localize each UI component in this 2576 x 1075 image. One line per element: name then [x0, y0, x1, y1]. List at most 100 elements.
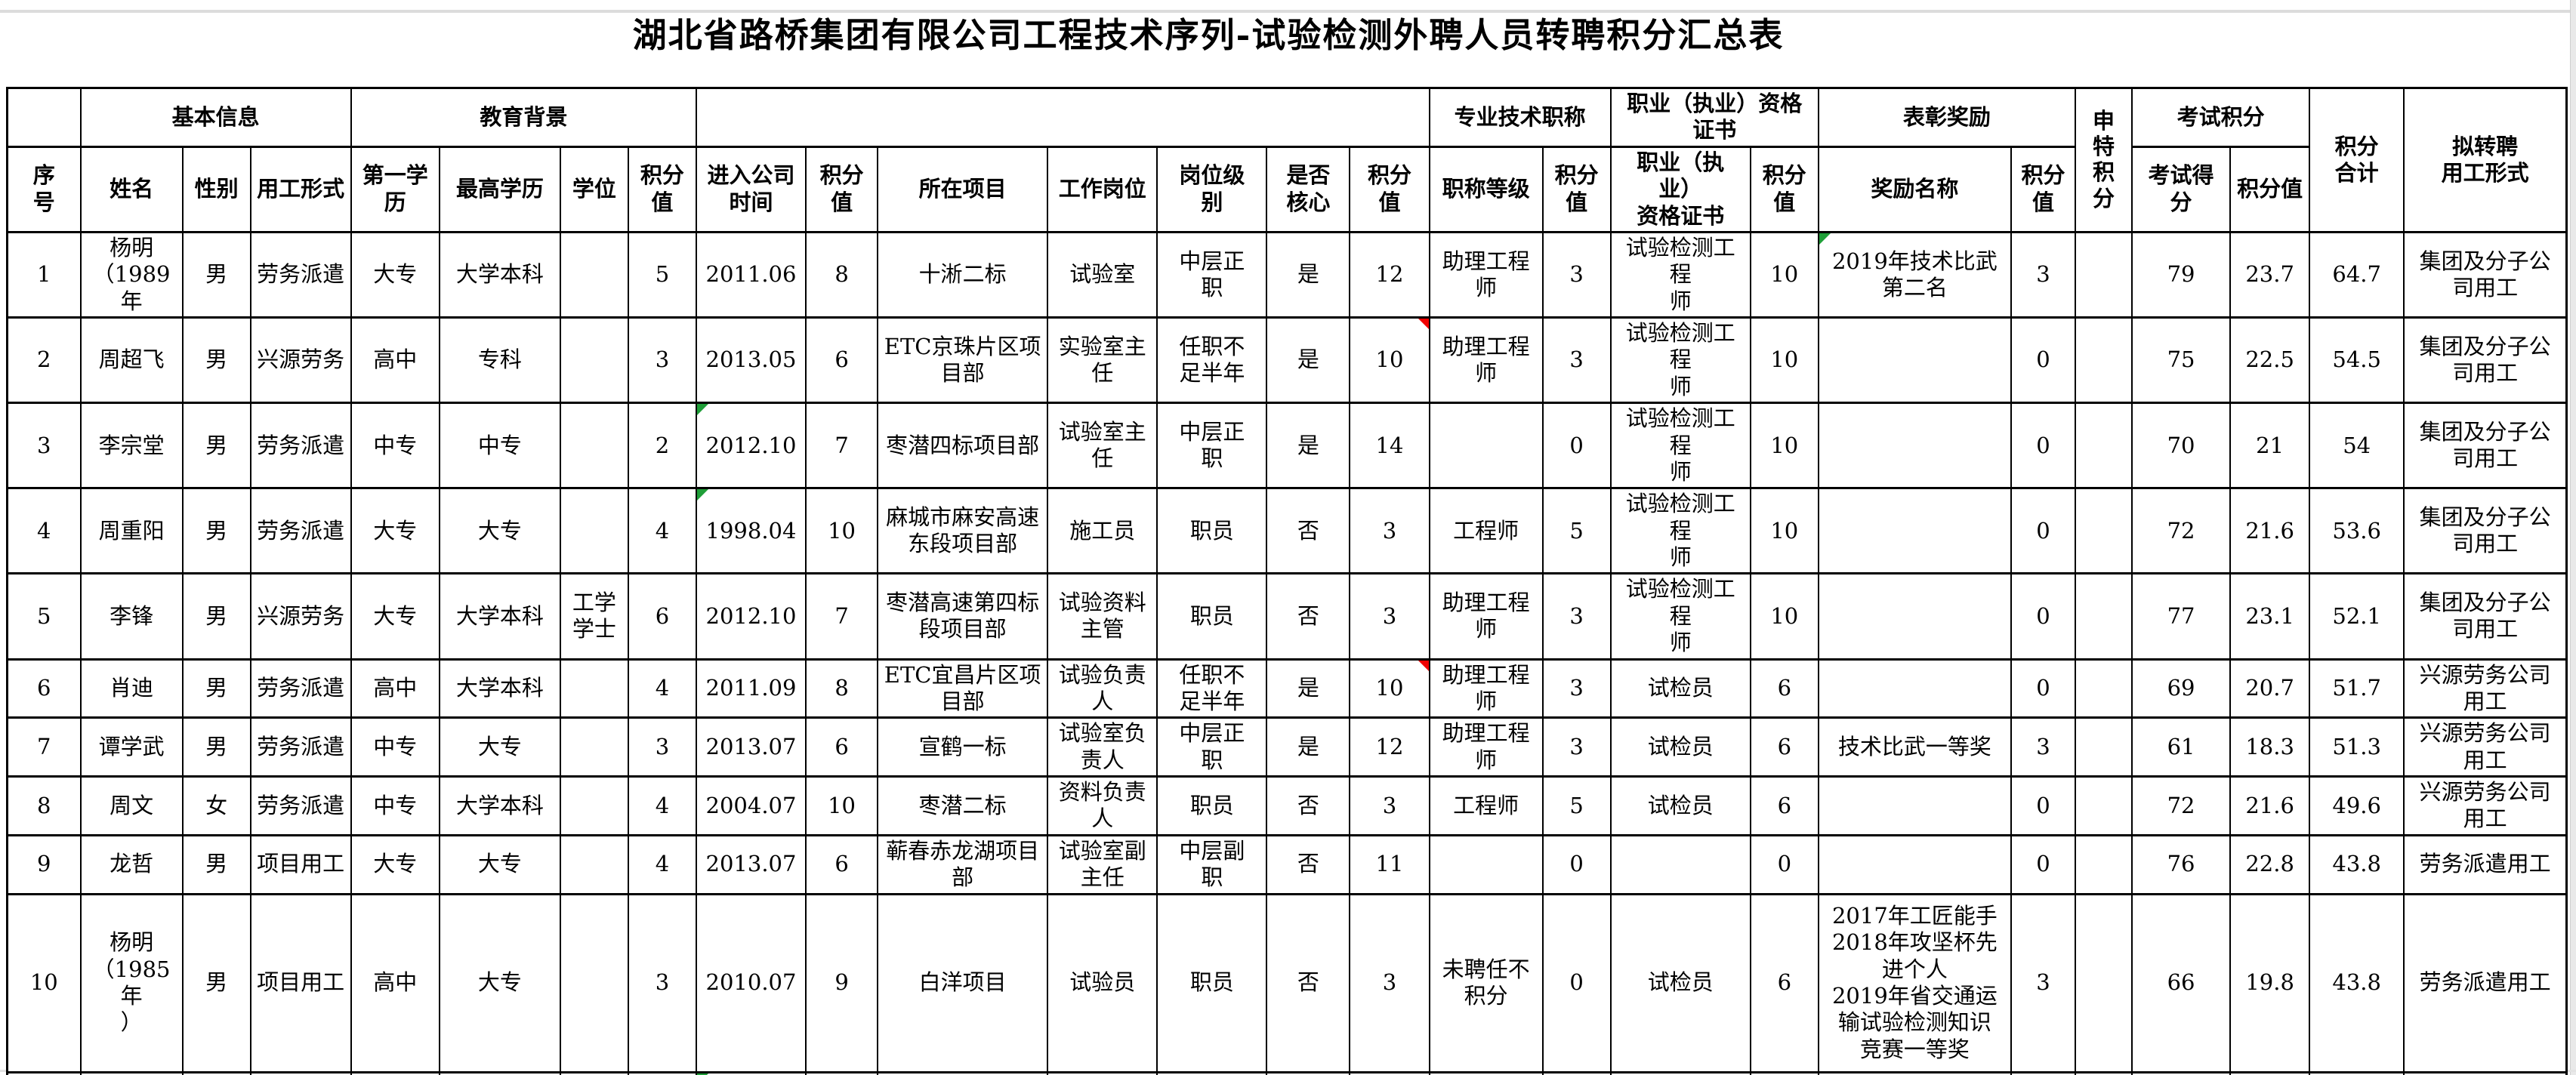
cell-join-date[interactable]: 2004.07 — [695, 775, 807, 836]
cell-seniority-score[interactable]: 10 — [805, 487, 879, 575]
cell-employment-type[interactable]: 项目用工 — [249, 892, 352, 1073]
header-cell[interactable]: 进入公司 时间 — [695, 145, 807, 233]
cell-qualification-cert[interactable]: 试验检测工程 师 — [1609, 1070, 1751, 1075]
cell-award-name[interactable] — [1817, 402, 2012, 490]
cell-qualification-score[interactable]: 10 — [1749, 230, 1819, 319]
cell-title-score[interactable]: 3 — [1541, 230, 1612, 319]
cell-highest-degree[interactable]: 大专 — [438, 487, 561, 575]
cell-qualification-score[interactable]: 10 — [1749, 572, 1819, 661]
cell-first-degree[interactable]: 中专 — [350, 775, 440, 836]
header-group-cell[interactable]: 职业（执业）资格 证书 — [1609, 87, 1819, 148]
header-cell[interactable]: 职称等级 — [1428, 145, 1544, 233]
cell-award-score[interactable]: 3 — [2010, 892, 2077, 1073]
cell-edu-score[interactable]: 6 — [627, 572, 697, 661]
cell-qualification-cert[interactable]: 试验检测工程 师 — [1609, 230, 1751, 319]
cell-gender[interactable]: 女 — [181, 775, 251, 836]
cell-award-name[interactable] — [1817, 316, 2012, 405]
cell-position-level[interactable]: 职员 — [1156, 892, 1268, 1073]
cell-is-core[interactable]: 是 — [1266, 402, 1351, 490]
cell-position-score[interactable]: 11 — [1349, 833, 1430, 895]
cell-highest-degree[interactable]: 专科 — [438, 316, 561, 405]
cell-proposed-employment[interactable]: 集团及分子公 司用工 — [2403, 230, 2568, 319]
cell-no[interactable]: 10 — [6, 892, 82, 1073]
cell-qualification-score[interactable]: 6 — [1749, 892, 1819, 1073]
cell-no[interactable]: 1 — [6, 230, 82, 319]
cell-position-level[interactable]: 职员 — [1156, 775, 1268, 836]
cell-proposed-employment[interactable]: 兴源劳务公司 用工 — [2403, 775, 2568, 836]
cell-highest-degree[interactable]: 中专 — [438, 402, 561, 490]
cell-qualification-cert[interactable]: 试验检测工程 师 — [1609, 402, 1751, 490]
cell-exam-points[interactable]: 19.8 — [2229, 892, 2311, 1073]
cell-total-score[interactable]: 51.3 — [2309, 716, 2405, 778]
cell-no[interactable]: 6 — [6, 658, 82, 719]
cell-first-degree[interactable]: 高中 — [350, 316, 440, 405]
cell-join-date[interactable]: 1998.04 — [695, 487, 807, 575]
cell-name[interactable]: 熊江 — [79, 1070, 184, 1075]
cell-position-level[interactable]: 任职不 足半年 — [1156, 658, 1268, 719]
cell-name[interactable]: 肖迪 — [79, 658, 184, 719]
cell-proposed-employment[interactable]: 集团及分子公 司用工 — [2403, 487, 2568, 575]
cell-academic-degree[interactable] — [559, 833, 629, 895]
cell-award-score[interactable]: 3 — [2010, 230, 2077, 319]
cell-award-name[interactable]: 技术比武一等奖 — [1817, 716, 2012, 778]
cell-first-degree[interactable]: 大专 — [350, 1070, 440, 1075]
cell-exam-points[interactable]: 21.6 — [2229, 487, 2311, 575]
cell-employment-type[interactable]: 劳务派遣 — [249, 775, 352, 836]
cell-edu-score[interactable]: 3 — [627, 316, 697, 405]
cell-first-degree[interactable]: 大专 — [350, 230, 440, 319]
header-cell[interactable]: 序 号 — [6, 145, 82, 233]
cell-award-score[interactable]: 0 — [2010, 487, 2077, 575]
cell-job-position[interactable]: 试验室副 主任 — [1047, 833, 1158, 895]
cell-title-level[interactable]: 助理工程 师 — [1428, 716, 1544, 778]
cell-employment-type[interactable]: 劳务派遣 — [249, 230, 352, 319]
cell-first-degree[interactable]: 大专 — [350, 833, 440, 895]
cell-award-score[interactable]: 0 — [2010, 1070, 2077, 1075]
cell-edu-score[interactable]: 3 — [627, 716, 697, 778]
cell-name[interactable]: 李锋 — [79, 572, 184, 661]
header-group-cell[interactable]: 表彰奖励 — [1817, 87, 2077, 148]
cell-award-score[interactable]: 3 — [2010, 716, 2077, 778]
cell-position-level[interactable]: 职员 — [1156, 1070, 1268, 1075]
cell-title-score[interactable]: 3 — [1541, 658, 1612, 719]
cell-position-score[interactable]: 3 — [1349, 487, 1430, 575]
cell-award-name[interactable]: 2019年技术比武 第二名 — [1817, 230, 2012, 319]
header-cell[interactable]: 积分 值 — [627, 145, 697, 233]
cell-join-date[interactable]: 2011.06 — [695, 230, 807, 319]
cell-highest-degree[interactable]: 大专 — [438, 892, 561, 1073]
cell-seniority-score[interactable]: 6 — [805, 833, 879, 895]
cell-no[interactable]: 7 — [6, 716, 82, 778]
cell-project[interactable]: ETC京珠片区项 目部 — [877, 316, 1049, 405]
cell-title-score[interactable]: 3 — [1541, 572, 1612, 661]
cell-award-name[interactable] — [1817, 572, 2012, 661]
cell-title-level[interactable]: 工程师 — [1428, 775, 1544, 836]
cell-project[interactable]: 麻城市麻安高速 东段项目部 — [877, 487, 1049, 575]
cell-gender[interactable]: 男 — [181, 1070, 251, 1075]
cell-gender[interactable]: 男 — [181, 316, 251, 405]
cell-project[interactable]: 白洋项目 — [877, 892, 1049, 1073]
cell-academic-degree[interactable] — [559, 316, 629, 405]
cell-job-position[interactable]: 试验员 — [1047, 892, 1158, 1073]
cell-job-position[interactable]: 资料负责 人 — [1047, 775, 1158, 836]
cell-exam-points[interactable]: 23.7 — [2229, 230, 2311, 319]
cell-position-score[interactable]: 12 — [1349, 230, 1430, 319]
header-cell[interactable]: 考试得 分 — [2131, 145, 2232, 233]
header-cell[interactable]: 职业（执业） 资格证书 — [1609, 145, 1751, 233]
cell-no[interactable]: 3 — [6, 402, 82, 490]
cell-gender[interactable]: 男 — [181, 487, 251, 575]
cell-edu-score[interactable]: 4 — [627, 487, 697, 575]
cell-qualification-score[interactable]: 10 — [1749, 1070, 1819, 1075]
cell-position-score[interactable]: 10 — [1349, 316, 1430, 405]
cell-proposed-employment[interactable]: 集团及分子公 司用工 — [2403, 402, 2568, 490]
cell-gender[interactable]: 男 — [181, 833, 251, 895]
cell-qualification-score[interactable]: 10 — [1749, 487, 1819, 575]
cell-exam-score[interactable]: 69 — [2131, 1070, 2232, 1075]
cell-position-level[interactable]: 职员 — [1156, 487, 1268, 575]
cell-edu-score[interactable]: 2 — [627, 402, 697, 490]
cell-join-date[interactable]: 2012.10 — [695, 572, 807, 661]
cell-highest-degree[interactable]: 大学本科 — [438, 1070, 561, 1075]
cell-proposed-employment[interactable]: 集团及分子公 司用工 — [2403, 316, 2568, 405]
cell-special-score[interactable] — [2074, 316, 2133, 405]
cell-employment-type[interactable]: 劳务派遣 — [249, 402, 352, 490]
cell-position-level[interactable]: 任职不 足半年 — [1156, 316, 1268, 405]
cell-seniority-score[interactable]: 6 — [805, 316, 879, 405]
